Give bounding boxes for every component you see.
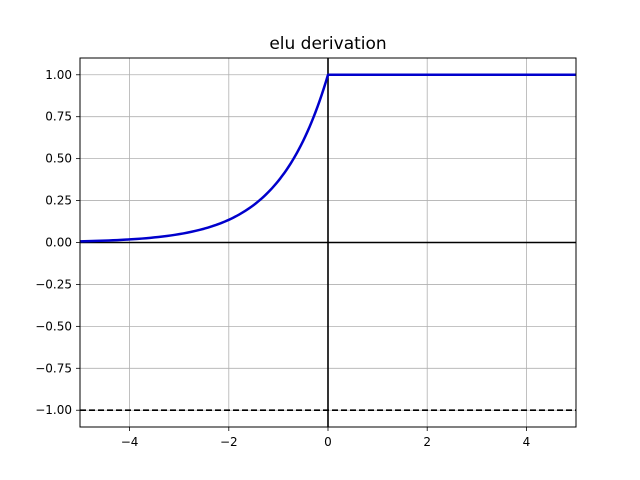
x-tick-label: 4 [523,435,531,449]
axis-ticks: −4 −2 0 2 4 −1.00 −0.75 −0.50 −0.25 0.00 0.25 0.50 0… [35,68,530,449]
y-tick-label: 0.25 [45,194,72,208]
y-tick-label: −0.50 [35,319,72,333]
x-tick-label: 2 [423,435,431,449]
y-tick-label: 0.75 [45,110,72,124]
y-tick-label: 0.00 [45,236,72,250]
x-tick-label: −4 [121,435,139,449]
series-layer [79,73,576,243]
y-tick-label: 0.50 [45,152,72,166]
y-tick-label: −1.00 [35,403,72,417]
x-tick-label: 0 [324,435,332,449]
y-tick-label: 1.00 [45,68,72,82]
reference-lines [80,58,576,427]
y-tick-label: −0.25 [35,277,72,291]
chart-title: elu derivation [269,34,386,54]
x-tick-label: −2 [220,435,238,449]
y-tick-label: −0.75 [35,361,72,375]
series-line [79,73,576,243]
